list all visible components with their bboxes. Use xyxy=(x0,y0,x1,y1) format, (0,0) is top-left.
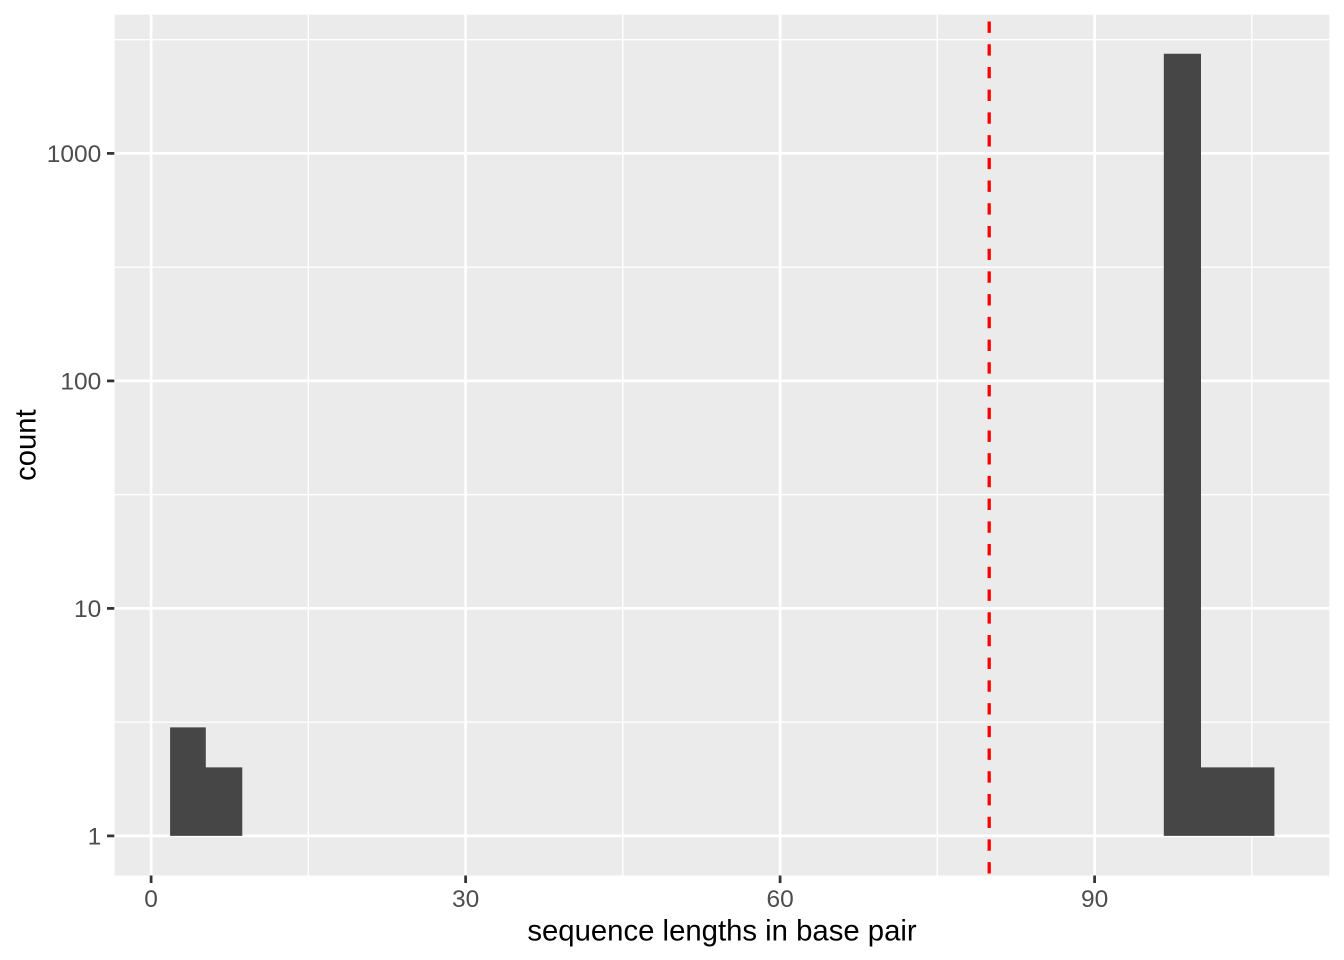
svg-text:sequence lengths in base pair: sequence lengths in base pair xyxy=(527,914,917,947)
svg-text:count: count xyxy=(10,409,43,481)
svg-text:90: 90 xyxy=(1081,886,1108,913)
svg-text:10: 10 xyxy=(74,596,101,623)
svg-text:1000: 1000 xyxy=(47,141,102,168)
svg-text:60: 60 xyxy=(766,886,793,913)
svg-text:0: 0 xyxy=(144,886,158,913)
svg-text:1: 1 xyxy=(88,824,102,851)
svg-text:100: 100 xyxy=(60,369,101,396)
svg-text:30: 30 xyxy=(452,886,479,913)
